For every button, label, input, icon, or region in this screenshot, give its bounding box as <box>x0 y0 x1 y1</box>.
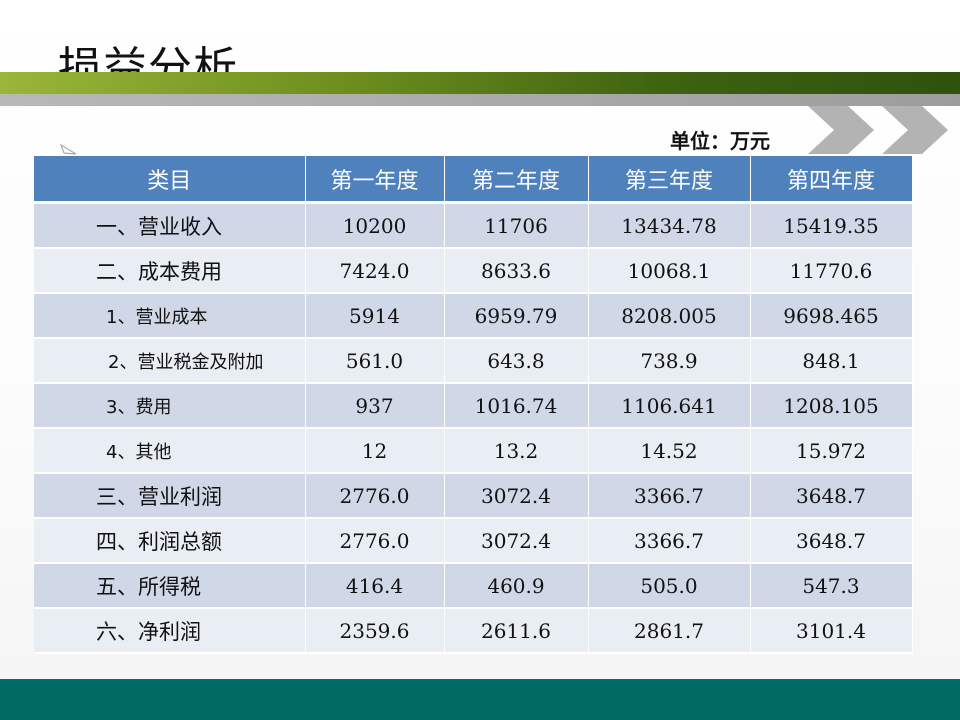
cell-year3: 505.0 <box>588 563 751 609</box>
table-header-row: 类目 第一年度 第二年度 第三年度 第四年度 <box>34 156 913 204</box>
cell-year1: 12 <box>305 428 445 474</box>
table-row: 五、所得税 416.4 460.9 505.0 547.3 <box>34 563 913 609</box>
pen-cursor-icon <box>60 144 77 155</box>
cell-year1: 2359.6 <box>305 608 445 654</box>
cell-year3: 14.52 <box>588 428 751 474</box>
cell-year4: 3648.7 <box>750 518 913 564</box>
cell-year4: 1208.105 <box>750 383 913 429</box>
cell-year4: 3648.7 <box>750 473 913 519</box>
header-band-grey <box>0 94 960 106</box>
cell-year4: 11770.6 <box>750 248 913 294</box>
table-row: 四、利润总额 2776.0 3072.4 3366.7 3648.7 <box>34 518 913 564</box>
cell-year3: 13434.78 <box>588 202 751 249</box>
cell-year4: 15.972 <box>750 428 913 474</box>
row-category: 3、费用 <box>34 383 306 429</box>
cell-year2: 2611.6 <box>444 608 589 654</box>
cell-year2: 8633.6 <box>444 248 589 294</box>
table-row: 三、营业利润 2776.0 3072.4 3366.7 3648.7 <box>34 473 913 519</box>
cell-year2: 3072.4 <box>444 518 589 564</box>
cell-year1: 2776.0 <box>305 473 445 519</box>
cell-year1: 561.0 <box>305 338 445 384</box>
row-category: 三、营业利润 <box>34 473 306 519</box>
cell-year1: 7424.0 <box>305 248 445 294</box>
cell-year1: 937 <box>305 383 445 429</box>
chevron-arrows-icon <box>808 106 948 154</box>
table-row: 二、成本费用 7424.0 8633.6 10068.1 11770.6 <box>34 248 913 294</box>
cell-year4: 3101.4 <box>750 608 913 654</box>
cell-year2: 643.8 <box>444 338 589 384</box>
cell-year3: 8208.005 <box>588 293 751 339</box>
row-category: 二、成本费用 <box>34 248 306 294</box>
row-category: 五、所得税 <box>34 563 306 609</box>
cell-year1: 416.4 <box>305 563 445 609</box>
cell-year2: 6959.79 <box>444 293 589 339</box>
table-row: 六、净利润 2359.6 2611.6 2861.7 3101.4 <box>34 608 913 654</box>
cell-year1: 2776.0 <box>305 518 445 564</box>
header-band-green <box>0 72 960 94</box>
cell-year4: 15419.35 <box>750 202 913 249</box>
cell-year2: 3072.4 <box>444 473 589 519</box>
cell-year4: 9698.465 <box>750 293 913 339</box>
unit-label: 单位：万元 <box>670 129 770 153</box>
row-category: 2、营业税金及附加 <box>34 338 306 384</box>
column-header-year3: 第三年度 <box>588 156 751 204</box>
cell-year3: 10068.1 <box>588 248 751 294</box>
cell-year3: 3366.7 <box>588 518 751 564</box>
row-category: 四、利润总额 <box>34 518 306 564</box>
column-header-year4: 第四年度 <box>750 156 913 204</box>
table-row: 2、营业税金及附加 561.0 643.8 738.9 848.1 <box>34 338 913 384</box>
table-row: 一、营业收入 10200 11706 13434.78 15419.35 <box>34 202 913 249</box>
cell-year3: 738.9 <box>588 338 751 384</box>
cell-year1: 5914 <box>305 293 445 339</box>
cell-year2: 11706 <box>444 202 589 249</box>
cell-year3: 3366.7 <box>588 473 751 519</box>
cell-year3: 2861.7 <box>588 608 751 654</box>
column-header-year1: 第一年度 <box>305 156 445 204</box>
column-header-year2: 第二年度 <box>444 156 589 204</box>
table-row: 4、其他 12 13.2 14.52 15.972 <box>34 428 913 474</box>
cell-year2: 460.9 <box>444 563 589 609</box>
row-category: 一、营业收入 <box>34 202 306 249</box>
table-row: 1、营业成本 5914 6959.79 8208.005 9698.465 <box>34 293 913 339</box>
footer-band <box>0 679 960 720</box>
cell-year4: 848.1 <box>750 338 913 384</box>
cell-year1: 10200 <box>305 202 445 249</box>
cell-year2: 13.2 <box>444 428 589 474</box>
profit-loss-table: 类目 第一年度 第二年度 第三年度 第四年度 一、营业收入 10200 11706 1… <box>34 156 913 654</box>
row-category: 1、营业成本 <box>34 293 306 339</box>
cell-year2: 1016.74 <box>444 383 589 429</box>
row-category: 六、净利润 <box>34 608 306 654</box>
cell-year4: 547.3 <box>750 563 913 609</box>
table-row: 3、费用 937 1016.74 1106.641 1208.105 <box>34 383 913 429</box>
column-header-category: 类目 <box>34 156 306 204</box>
table-body: 一、营业收入 10200 11706 13434.78 15419.35 二、成本费用 74… <box>34 202 913 654</box>
cell-year3: 1106.641 <box>588 383 751 429</box>
row-category: 4、其他 <box>34 428 306 474</box>
